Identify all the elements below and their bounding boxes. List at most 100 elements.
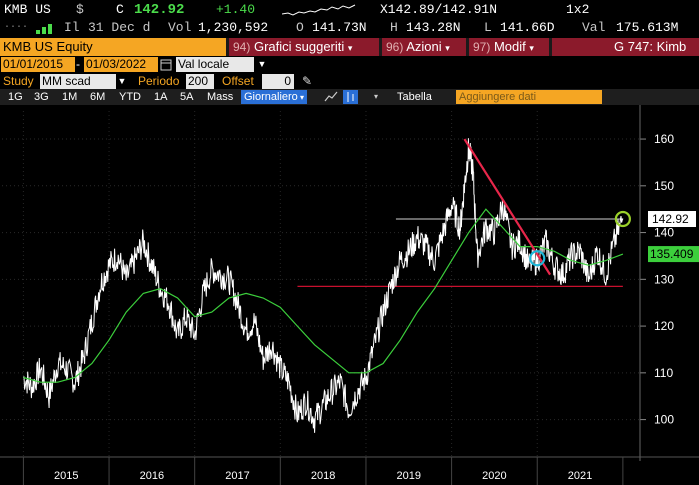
caret-down-icon[interactable]: ▼	[117, 76, 127, 86]
menu-label: Grafici suggeriti	[253, 39, 345, 54]
quote-line: KMB US $ C 142.92 +1.40 X142.89/142.91N …	[0, 0, 699, 18]
circle-marker	[529, 250, 546, 267]
frequency-label: Giornaliero	[244, 91, 298, 103]
title-bar: KMB US Equity 94) Grafici suggeriti ▾ 96…	[0, 38, 699, 56]
range-5y[interactable]: 5A	[180, 91, 194, 103]
range-1m[interactable]: 1M	[62, 91, 78, 103]
y-tick-label: 120	[654, 319, 674, 333]
actions-menu[interactable]: 96) Azioni ▾	[382, 38, 466, 56]
high: 143.28N	[406, 20, 461, 35]
sparkline-icon	[282, 4, 356, 16]
chart-grid	[2, 111, 640, 457]
date-label: Il	[64, 20, 80, 35]
bid-ask: X142.89/142.91N	[380, 2, 498, 17]
range-6m[interactable]: 6M	[90, 91, 106, 103]
add-data-field[interactable]: Aggiungere dati	[456, 90, 602, 104]
study-select[interactable]: MM scad	[40, 74, 116, 89]
high-label: H	[390, 20, 398, 35]
menu-number: 97)	[473, 40, 491, 54]
y-axis: 100 110 120 130 140 150 160 142.92 135.409	[639, 105, 699, 461]
stats-line: .... Il 31 Dec d Vol 1,230,592 O 141.73N…	[0, 18, 699, 36]
currency-mode-select[interactable]: Val locale	[176, 57, 254, 72]
last-price-tag: 142.92	[648, 211, 696, 228]
y-tick-label: 110	[654, 366, 673, 380]
edit-menu[interactable]: 97) Modif ▾	[469, 38, 549, 56]
volume-label: Vol	[168, 20, 192, 35]
line-chart-icon[interactable]	[324, 90, 338, 104]
caret-down-icon: ▾	[445, 43, 450, 53]
range-1d[interactable]: 1G	[8, 91, 23, 103]
y-tick-label: 140	[654, 226, 674, 240]
caret-down-icon: ▾	[529, 43, 534, 53]
last-price-tag-bg	[648, 211, 696, 228]
x-tick-label: 2021	[568, 470, 592, 482]
last-price: 142.92	[134, 2, 185, 18]
offset-field[interactable]: 0	[262, 74, 294, 89]
volume: 1,230,592	[198, 20, 269, 35]
date-range-row: 01/01/2015 - 01/03/2022 Val locale ▼	[0, 56, 699, 73]
chart-series	[22, 138, 624, 433]
chart-markers	[463, 138, 631, 276]
ma-value-tag-bg	[648, 246, 699, 263]
menu-label: Azioni	[406, 39, 442, 54]
pencil-icon[interactable]: ✎	[302, 74, 313, 88]
start-date-field[interactable]: 01/01/2015	[1, 57, 75, 72]
range-ytd[interactable]: YTD	[119, 91, 141, 103]
currency: $	[76, 2, 84, 17]
value-label: Val	[582, 20, 606, 35]
range-max[interactable]: Mass	[207, 91, 234, 103]
y-tick-label: 160	[654, 132, 674, 146]
suggested-charts-menu[interactable]: 94) Grafici suggeriti ▾	[229, 38, 379, 56]
frequency-select[interactable]: Giornaliero ▾	[241, 90, 308, 104]
end-date-field[interactable]: 01/03/2022	[84, 57, 158, 72]
security-title[interactable]: KMB US Equity	[0, 38, 226, 56]
signal-bars-icon	[36, 24, 52, 34]
calendar-icon[interactable]	[160, 58, 172, 71]
date-separator: -	[76, 57, 80, 71]
circle-marker	[614, 210, 631, 228]
bar-chart-icon[interactable]	[343, 90, 358, 104]
price-line	[22, 138, 624, 433]
x-tick-label: 2016	[140, 470, 164, 482]
offset-label: Offset	[222, 74, 254, 88]
open: 141.73N	[312, 20, 367, 35]
y-tick-label: 100	[654, 413, 674, 427]
menu-number: 96)	[386, 40, 404, 54]
x-tick-label: 2019	[397, 470, 421, 482]
status-dots: ....	[4, 20, 29, 31]
x-tick-label: 2017	[225, 470, 249, 482]
table-button[interactable]: Tabella	[397, 91, 432, 103]
x-tick-label: 2020	[482, 470, 506, 482]
moving-average-line	[23, 208, 624, 383]
last-price-tag-text: 142.92	[652, 212, 689, 226]
range-3d[interactable]: 3G	[34, 91, 49, 103]
last-label: C	[116, 2, 124, 17]
study-row: Study MM scad ▼ Periodo 200 Offset 0 ✎	[0, 73, 699, 90]
ma-value-tag: 135.409	[648, 246, 699, 263]
x-tick-label: 2015	[54, 470, 78, 482]
value: 175.613M	[616, 20, 679, 35]
chart-annotations	[297, 218, 623, 287]
low-label: L	[484, 20, 492, 35]
y-tick-label: 130	[654, 272, 674, 286]
x-axis: 2015 2016 2017 2018 2019 2020 2021	[0, 456, 699, 485]
caret-down-icon[interactable]: ▼	[257, 59, 267, 69]
caret-down-icon[interactable]: ▾	[374, 92, 379, 101]
menu-number: 94)	[233, 40, 251, 54]
caret-down-icon: ▾	[297, 93, 305, 102]
caret-down-icon: ▾	[347, 43, 353, 53]
ticker: KMB US	[4, 2, 51, 17]
chart-toolbar: 1G 3G 1M 6M YTD 1A 5A Mass Giornaliero ▾…	[0, 89, 699, 105]
date: 31 Dec d	[88, 20, 151, 35]
function-title: G 747: Kimb	[552, 38, 699, 56]
change: +1.40	[216, 2, 256, 17]
ma-value-tag-text: 135.409	[650, 247, 694, 261]
menu-label: Modif	[493, 39, 526, 54]
x-tick-label: 2018	[311, 470, 335, 482]
period-field[interactable]: 200	[186, 74, 214, 89]
y-tick-label: 150	[654, 179, 674, 193]
period-label: Periodo	[138, 74, 180, 88]
range-1y[interactable]: 1A	[154, 91, 168, 103]
low: 141.66D	[500, 20, 555, 35]
